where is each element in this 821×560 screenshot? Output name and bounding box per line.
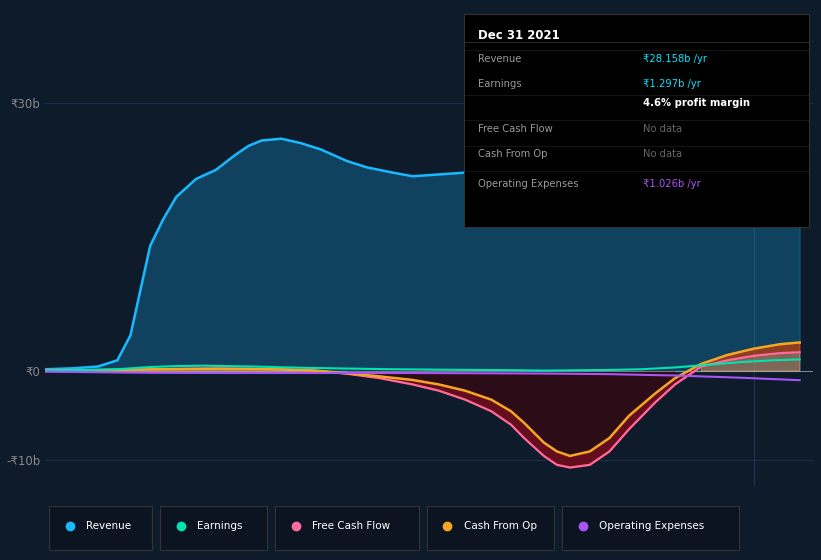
Text: ₹28.158b /yr: ₹28.158b /yr bbox=[643, 54, 707, 64]
Text: Operating Expenses: Operating Expenses bbox=[478, 179, 578, 189]
Text: Cash From Op: Cash From Op bbox=[478, 150, 547, 160]
Bar bbox=[427, 506, 554, 550]
Text: No data: No data bbox=[643, 124, 682, 134]
Text: 4.6% profit margin: 4.6% profit margin bbox=[643, 99, 750, 109]
Text: Revenue: Revenue bbox=[478, 54, 521, 64]
Bar bbox=[160, 506, 267, 550]
Text: Dec 31 2021: Dec 31 2021 bbox=[478, 29, 559, 42]
Text: Free Cash Flow: Free Cash Flow bbox=[478, 124, 553, 134]
Bar bbox=[49, 506, 152, 550]
Bar bbox=[562, 506, 739, 550]
Text: ₹1.297b /yr: ₹1.297b /yr bbox=[643, 79, 701, 89]
Text: Free Cash Flow: Free Cash Flow bbox=[312, 521, 390, 531]
Text: Revenue: Revenue bbox=[86, 521, 131, 531]
Bar bbox=[275, 506, 419, 550]
Text: Earnings: Earnings bbox=[197, 521, 242, 531]
Text: Operating Expenses: Operating Expenses bbox=[599, 521, 704, 531]
Text: ₹1.026b /yr: ₹1.026b /yr bbox=[643, 179, 701, 189]
Text: No data: No data bbox=[643, 150, 682, 160]
Text: Cash From Op: Cash From Op bbox=[464, 521, 537, 531]
Text: Earnings: Earnings bbox=[478, 79, 521, 89]
